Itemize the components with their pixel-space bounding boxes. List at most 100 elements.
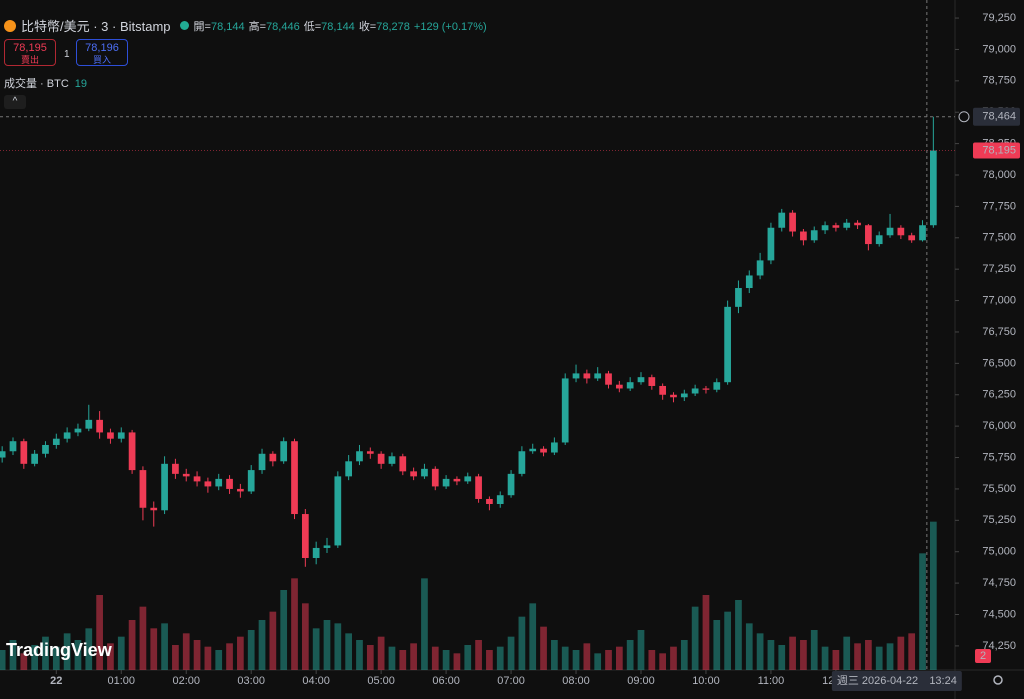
axes-layer: 74,250 74,500 74,750 75,000 75,250 75,500 75,7…	[50, 12, 1016, 687]
volume-bar	[301, 603, 309, 670]
candle-body	[496, 495, 504, 504]
volume-bar	[247, 630, 255, 670]
ohlc-value: 78,446	[266, 20, 300, 33]
candle-body	[659, 385, 667, 395]
candle-body	[551, 442, 558, 453]
candle-body	[713, 382, 721, 390]
candle-body	[74, 428, 82, 433]
y-tick-label: 77,250	[982, 263, 1016, 275]
candle-body	[572, 373, 580, 379]
volume-legend: 成交量 · BTC 19	[4, 75, 87, 91]
candle-body	[724, 306, 731, 383]
candle-body	[0, 451, 6, 458]
candle-body	[366, 451, 374, 454]
volume-bar	[778, 645, 786, 670]
volume-bar	[594, 653, 602, 670]
volume-bar	[345, 633, 353, 670]
y-tick-label: 79,000	[982, 43, 1016, 55]
symbol-header: 比特幣/美元 · 3 · Bitstamp 開=78,144 高=78,446 低=7…	[4, 16, 491, 35]
volume-bar	[897, 636, 905, 670]
volume-bar	[659, 653, 667, 670]
symbol-title[interactable]: 比特幣/美元 · 3 · Bitstamp	[21, 19, 171, 34]
candle-body	[486, 498, 493, 504]
crosshair-time-label: 13:24	[929, 675, 957, 687]
candle-body	[42, 444, 49, 454]
volume-bar	[648, 650, 656, 670]
candle-body	[52, 438, 60, 445]
volume-bar	[182, 633, 190, 670]
candle-body	[291, 441, 298, 515]
volume-bar	[626, 640, 634, 670]
candle-body	[929, 150, 937, 226]
volume-bar	[453, 653, 461, 670]
candle-body	[518, 451, 526, 474]
x-tick-label: 03:00	[237, 675, 265, 687]
candle-body	[594, 373, 602, 379]
x-tick-label: 11:00	[758, 675, 785, 687]
candle-body	[529, 448, 537, 452]
candle-body	[96, 419, 103, 433]
add-alert-icon	[958, 111, 970, 123]
volume-title: 成交量 · BTC	[4, 78, 69, 90]
volume-bar	[843, 636, 851, 670]
candle-body	[810, 230, 818, 241]
volume-bar	[20, 653, 28, 670]
candle-body	[345, 461, 353, 477]
candle-body	[886, 227, 894, 236]
y-tick-label: 77,750	[982, 200, 1016, 212]
candle-body	[843, 222, 851, 228]
candle-body	[172, 463, 179, 474]
volume-bar	[680, 640, 688, 670]
volume-bar	[919, 553, 926, 670]
volume-bar	[908, 633, 916, 670]
volume-bar	[215, 650, 223, 670]
volume-bar	[615, 646, 623, 670]
volume-bar	[0, 650, 6, 670]
candle-body	[789, 212, 796, 232]
sell-button[interactable]: 78,195 賣出	[4, 39, 56, 66]
volume-layer	[0, 521, 937, 670]
volume-bar	[85, 628, 93, 670]
candle-body	[421, 468, 428, 477]
volume-bar	[821, 646, 829, 670]
volume-bar	[204, 646, 212, 670]
candle-body	[800, 231, 807, 241]
x-tick-label: 06:00	[432, 675, 460, 687]
buy-button[interactable]: 78,196 買入	[76, 39, 128, 66]
y-tick-label: 75,750	[982, 451, 1016, 463]
volume-bar	[670, 646, 677, 670]
settings-icon[interactable]	[993, 675, 1003, 685]
candle-body	[85, 419, 93, 429]
volume-bar	[756, 633, 764, 670]
y-tick-label: 76,250	[982, 389, 1016, 401]
volume-bar	[312, 628, 320, 670]
volume-bar	[366, 645, 374, 670]
y-tick-label: 79,250	[982, 12, 1016, 24]
market-status	[179, 21, 189, 30]
ohlc-label: 開=	[193, 20, 211, 33]
volume-bar	[74, 640, 82, 670]
candle-layer	[0, 116, 937, 567]
volume-bar	[464, 645, 472, 670]
volume-bar	[442, 650, 450, 670]
candle-body	[182, 473, 190, 477]
x-tick-label: 02:00	[172, 675, 200, 687]
collapse-button[interactable]: ^	[4, 95, 26, 109]
candle-body	[431, 468, 439, 487]
candle-body	[475, 476, 482, 499]
candle-body	[875, 235, 883, 245]
volume-bar	[540, 626, 547, 670]
volume-bar	[150, 628, 158, 670]
x-tick-label: 05:00	[367, 675, 395, 687]
volume-bar	[96, 595, 103, 670]
candle-body	[919, 225, 926, 241]
volume-bar	[161, 623, 168, 670]
volume-bar	[865, 640, 872, 670]
volume-bar	[637, 630, 645, 670]
candle-body	[464, 476, 472, 482]
y-tick-label: 77,000	[982, 294, 1016, 306]
volume-bar	[507, 636, 515, 670]
candle-body	[237, 488, 244, 492]
candle-body	[702, 388, 710, 390]
